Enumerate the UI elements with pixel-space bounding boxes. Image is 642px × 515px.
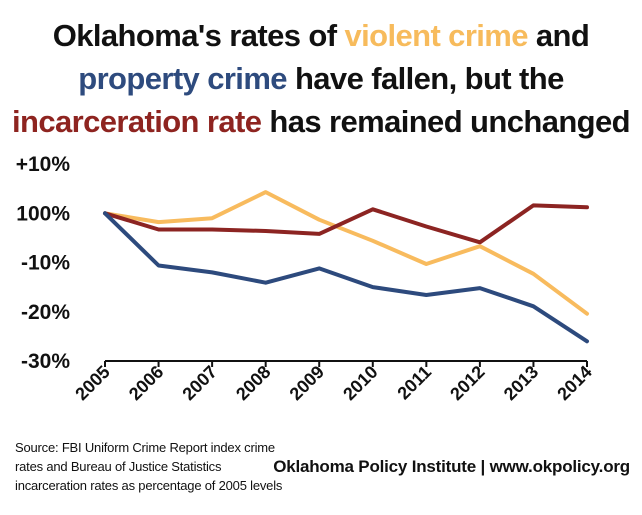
series-line-violent-crime [103,190,589,316]
chart-title: Oklahoma's rates of violent crime and pr… [0,14,642,143]
title-property-crime: property crime [78,61,287,96]
title-line-2: property crime have fallen, but the [0,57,642,100]
series-lines [103,190,589,344]
organization-credit: Oklahoma Policy Institute | www.okpolicy… [273,457,630,476]
x-tick-label: 2006 [125,362,167,404]
x-tick-label: 2010 [339,362,381,404]
title-text: have fallen, but the [286,61,564,96]
title-line-1: Oklahoma's rates of violent crime and [0,14,642,57]
x-tick-label: 2008 [232,362,274,404]
title-text: has remained unchanged [261,104,630,139]
x-tick-label: 2011 [393,362,435,404]
x-tick-label: 2012 [446,362,488,404]
x-tick-label: 2009 [286,362,328,404]
title-incarceration-rate: incarceration rate [11,104,262,139]
series-line-incarceration-rate [103,203,589,245]
y-axis: +10% 100% -10% -20% -30% [16,153,71,373]
series-line-property-crime [103,211,589,344]
y-tick-label: -20% [21,301,70,324]
title-text: and [527,18,590,53]
y-tick-label: -10% [21,252,70,275]
x-tick-label: 2005 [71,362,113,404]
x-axis: 2005 2006 2007 2008 2009 2010 2011 2012 2013 2014 [71,361,596,404]
x-tick-label: 2014 [553,362,595,404]
y-tick-label: -30% [21,350,70,373]
x-tick-label: 2007 [178,362,220,404]
source-note: Source: FBI Uniform Crime Report index c… [15,440,283,493]
y-tick-label: 100% [16,202,70,225]
y-tick-label: +10% [16,153,71,176]
title-violent-crime: violent crime [344,18,528,53]
title-line-3: incarceration rate has remained unchange… [0,100,642,143]
title-text: Oklahoma's rates of [52,18,345,53]
x-tick-label: 2013 [500,362,542,404]
